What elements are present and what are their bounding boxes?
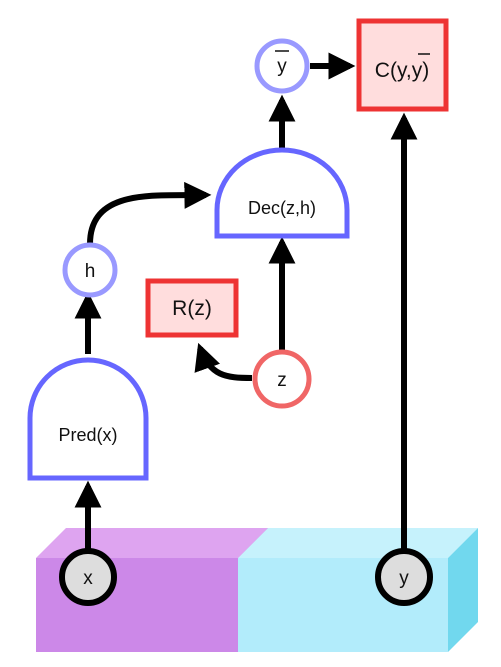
svg-text:z: z — [277, 370, 287, 391]
predictor-node: Pred(x) — [27, 357, 149, 481]
arrow-z-to-reg — [194, 342, 253, 381]
svg-text:y: y — [277, 56, 287, 77]
svg-text:h: h — [85, 261, 96, 282]
svg-text:y: y — [399, 568, 409, 589]
node-x: x — [59, 548, 117, 606]
node-y: y — [375, 548, 433, 606]
cost-node: C(y,y) — [356, 18, 449, 112]
node-h: h — [62, 242, 118, 298]
data-block-y — [238, 528, 478, 652]
node-z: z — [252, 349, 312, 409]
arrow-h-to-dec — [87, 181, 212, 245]
svg-text:x: x — [83, 568, 93, 589]
svg-text:Dec(z,h): Dec(z,h) — [248, 198, 316, 218]
svg-text:C(y,y): C(y,y) — [375, 59, 429, 82]
regularizer-node: R(z) — [145, 278, 239, 338]
svg-text:R(z): R(z) — [172, 297, 212, 320]
decoder-node: Dec(z,h) — [214, 147, 350, 239]
node-ybar: y — [254, 38, 310, 94]
svg-text:Pred(x): Pred(x) — [58, 425, 117, 445]
